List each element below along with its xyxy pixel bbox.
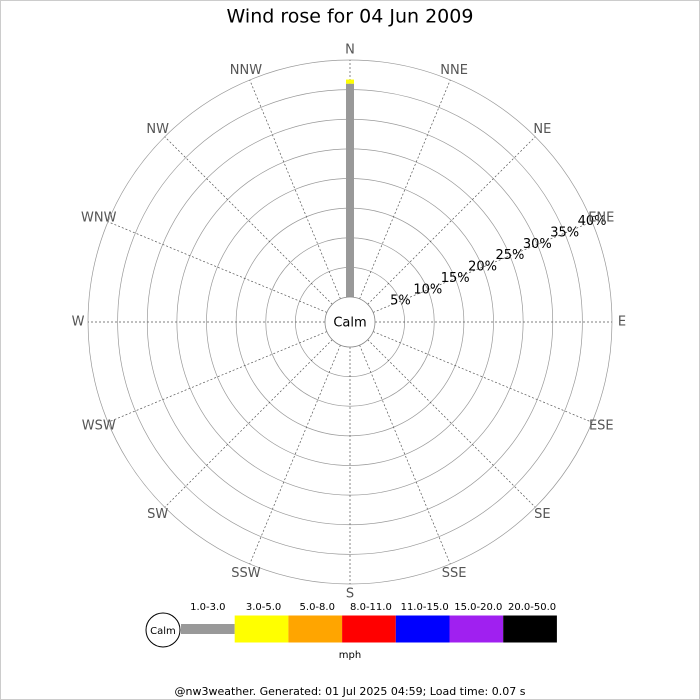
legend-label: 20.0-50.0	[508, 602, 556, 613]
footer: @nw3weather. Generated: 01 Jul 2025 04:5…	[175, 685, 526, 698]
legend-swatch	[395, 615, 450, 643]
spoke	[249, 344, 341, 565]
legend-calm-label: Calm	[150, 626, 176, 637]
legend-label: 3.0-5.0	[246, 602, 281, 613]
direction-label: WNW	[81, 210, 117, 225]
legend-label: 1.0-3.0	[190, 602, 225, 613]
chart-title: Wind rose for 04 Jun 2009	[227, 6, 474, 28]
direction-label: W	[72, 315, 85, 330]
spoke	[107, 221, 328, 313]
direction-label: SSW	[231, 566, 261, 581]
direction-label: ESE	[589, 419, 614, 434]
legend-swatch	[234, 615, 289, 643]
spoke	[367, 339, 536, 508]
spoke	[359, 344, 451, 565]
spoke	[164, 136, 333, 305]
bar-segment	[346, 79, 354, 84]
legend-label: 11.0-15.0	[401, 602, 449, 613]
direction-label: E	[618, 315, 626, 330]
legend-unit: mph	[339, 650, 361, 661]
r-tick-label: 15%	[441, 271, 470, 286]
calm-label: Calm	[333, 316, 366, 331]
legend-label: 5.0-8.0	[300, 602, 335, 613]
spoke	[372, 221, 593, 313]
r-tick-label: 30%	[523, 237, 552, 252]
legend-calm	[145, 612, 181, 648]
legend-swatch	[503, 615, 557, 643]
r-tick-label: 20%	[468, 260, 497, 275]
direction-label: NW	[146, 122, 169, 137]
r-tick-label: 25%	[495, 248, 524, 263]
direction-label: NE	[533, 122, 551, 137]
direction-label: ENE	[588, 210, 614, 225]
spoke	[107, 331, 328, 423]
direction-label: NNE	[440, 63, 468, 78]
spoke	[372, 331, 593, 423]
legend-label: 15.0-20.0	[454, 602, 502, 613]
calm-circle	[324, 296, 376, 348]
spoke	[359, 79, 451, 300]
legend-swatch	[342, 615, 396, 643]
r-tick-label: 40%	[578, 214, 607, 229]
direction-label: S	[346, 587, 354, 602]
direction-label: SW	[147, 507, 168, 522]
legend-swatch	[449, 615, 504, 643]
r-tick-label: 35%	[550, 226, 579, 241]
spoke	[367, 136, 536, 305]
direction-label: N	[345, 43, 355, 58]
spoke	[164, 339, 333, 508]
legend-swatch	[181, 624, 235, 634]
direction-label: NNW	[230, 63, 262, 78]
r-tick-label: 5%	[390, 294, 411, 309]
bar-segment	[346, 83, 354, 297]
direction-label: WSW	[82, 419, 116, 434]
legend-swatch	[288, 615, 343, 643]
r-tick-label: 10%	[413, 282, 442, 297]
direction-label: SSE	[442, 566, 467, 581]
spoke	[249, 79, 341, 300]
legend-label: 8.0-11.0	[350, 602, 392, 613]
direction-label: SE	[534, 507, 550, 522]
